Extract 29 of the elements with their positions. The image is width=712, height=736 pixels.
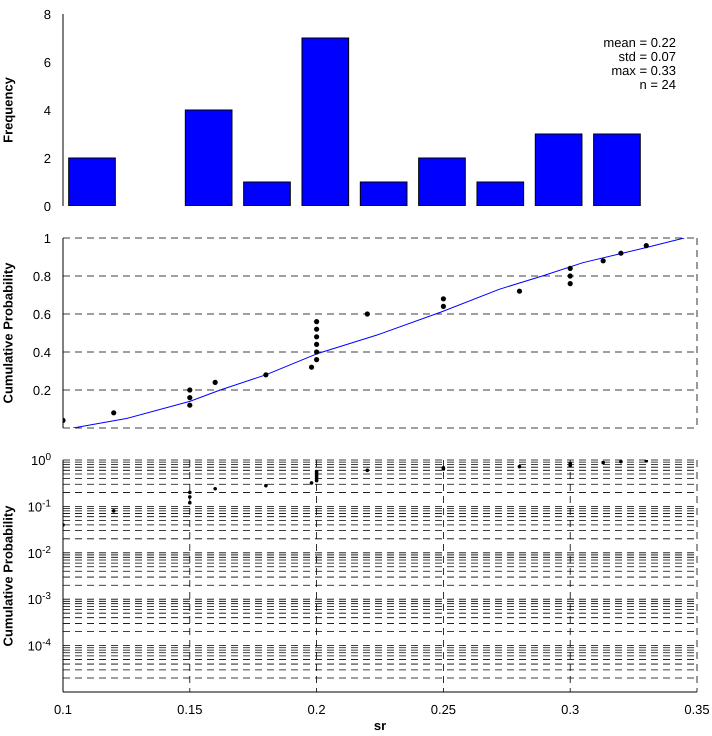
- annotation: n = 24: [638, 77, 676, 92]
- y-tick-label: 4: [44, 103, 51, 118]
- y-tick-label: 0: [44, 199, 51, 214]
- x-tick-label: 0.15: [177, 702, 202, 717]
- x-tick-label: 0.3: [561, 702, 580, 717]
- y-tick-label: 10$^{-1}$: [28, 498, 52, 514]
- y-tick-label: 2: [44, 151, 51, 166]
- y-tick-label: 10$^{-2}$: [28, 544, 52, 561]
- y-axis-title: Cumulative Probability: [0, 504, 16, 646]
- y-tick-label: 0.2: [32, 383, 51, 398]
- y-axis-title: Cumulative Probability: [0, 262, 16, 404]
- y-tick-label: 10$^{0}$: [30, 452, 52, 468]
- y-tick-label: 0.8: [32, 269, 51, 284]
- x-tick-label: 0.25: [430, 702, 456, 717]
- y-tick-label: 10$^{-4}$: [28, 637, 52, 654]
- y-tick-label: 0.4: [32, 345, 51, 360]
- x-tick-label: 0.35: [684, 702, 710, 717]
- y-tick-label: 10$^{-3}$: [28, 590, 52, 608]
- annotation: std = 0.07: [618, 49, 676, 64]
- y-tick-label: 0.6: [32, 307, 51, 322]
- annotation: mean = 0.22: [603, 35, 676, 50]
- annotation: max = 0.33: [610, 63, 676, 78]
- y-tick-label: 8: [44, 7, 51, 22]
- y-axis-title: Frequency: [0, 76, 16, 143]
- y-tick-label: 1: [44, 231, 51, 246]
- x-axis-title: sr: [374, 718, 386, 733]
- x-tick-label: 0.2: [308, 702, 326, 717]
- y-tick-label: 6: [44, 55, 51, 70]
- x-tick-label: 0.1: [54, 702, 72, 717]
